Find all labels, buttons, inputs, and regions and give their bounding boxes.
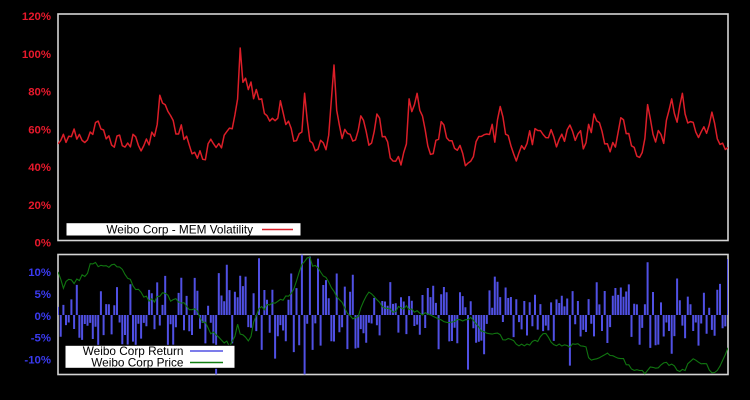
svg-text:Weibo Corp - MEM Volatility: Weibo Corp - MEM Volatility [106,222,253,236]
svg-text:Weibo Corp Return: Weibo Corp Return [83,344,184,358]
svg-text:100%: 100% [22,49,51,61]
svg-text:0%: 0% [35,311,51,323]
svg-text:5%: 5% [35,289,51,301]
svg-text:80%: 80% [28,87,51,99]
svg-text:10%: 10% [28,267,51,279]
svg-text:20%: 20% [28,200,51,212]
svg-text:60%: 60% [28,124,51,136]
svg-text:40%: 40% [28,162,51,174]
svg-text:-10%: -10% [24,354,51,366]
svg-text:-5%: -5% [31,333,51,345]
svg-text:120%: 120% [22,11,51,23]
svg-text:Weibo Corp Price: Weibo Corp Price [91,356,184,370]
svg-text:0%: 0% [35,238,51,250]
